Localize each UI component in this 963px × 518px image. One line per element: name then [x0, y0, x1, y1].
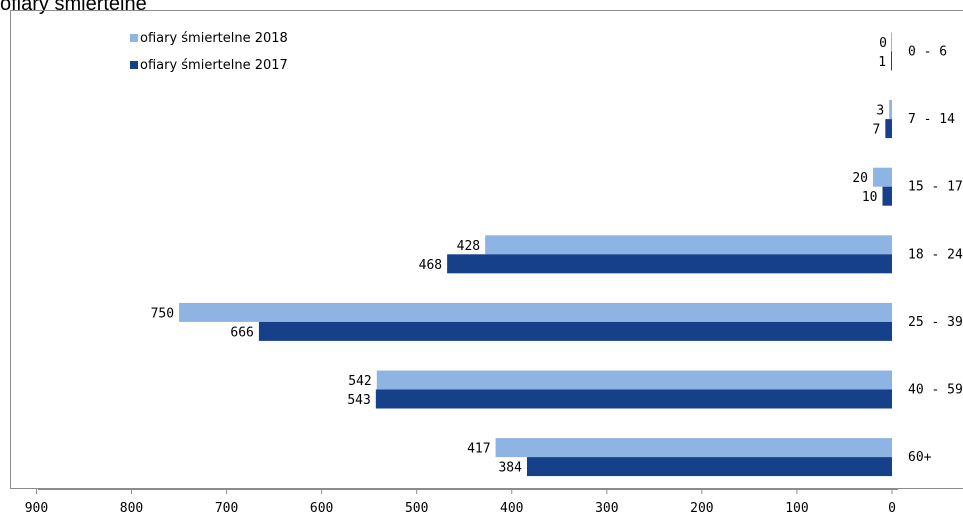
data-label: 417 [467, 442, 490, 457]
category-labels: 0 - 6 7 - 14 15 - 17 18 - 24 25 - 39 40 - 59 6… [908, 45, 963, 466]
category-label: 7 - 14 [908, 112, 955, 127]
plot-frame [10, 10, 963, 489]
bar [882, 186, 892, 206]
data-label: 750 [151, 306, 174, 321]
x-tick-label: 900 [25, 501, 48, 516]
x-tick-label: 600 [310, 501, 333, 516]
data-label: 543 [347, 393, 370, 408]
category-label: 25 - 39 [908, 315, 963, 330]
data-label: 20 [852, 171, 868, 186]
data-label: 468 [419, 258, 442, 273]
category-label: 15 - 17 [908, 180, 963, 195]
data-label: 384 [498, 461, 522, 476]
x-tick-label: 0 [888, 501, 896, 516]
x-tick-label: 500 [405, 501, 428, 516]
category-label: 18 - 24 [908, 247, 963, 262]
x-tick-label: 200 [690, 501, 713, 516]
data-label: 542 [348, 374, 371, 389]
bar [495, 438, 892, 458]
bar [447, 254, 892, 274]
bar [485, 235, 892, 255]
x-tick-label: 400 [500, 501, 523, 516]
bar [376, 370, 893, 390]
data-label: 3 [876, 104, 884, 119]
category-label: 60+ [908, 450, 932, 465]
legend-swatch [130, 61, 138, 69]
bars [179, 32, 893, 477]
data-label: 666 [230, 325, 253, 340]
bar [889, 100, 892, 120]
x-tick-label: 100 [785, 501, 808, 516]
legend-label: ofiary śmiertelne 2017 [140, 58, 288, 73]
legend: ofiary śmiertelne 2018 ofiary śmiertelne … [130, 31, 288, 73]
bar [891, 51, 892, 71]
bar [885, 119, 892, 139]
bar [258, 321, 892, 341]
bar [179, 302, 893, 322]
legend-swatch [130, 34, 138, 42]
legend-label: ofiary śmiertelne 2018 [140, 31, 288, 46]
data-label: 1 [878, 55, 886, 70]
x-axis: 900 800 700 600 500 400 300 200 100 0 [25, 489, 898, 516]
plot-border [10, 10, 963, 489]
x-tick-label: 800 [120, 501, 143, 516]
x-tick-label: 300 [595, 501, 618, 516]
data-label: 7 [873, 123, 881, 138]
data-labels: 0 1 3 7 20 10 428 468 750 666 542 543 417 384 [151, 36, 887, 476]
chart-title: ofiary śmiertelne [0, 0, 147, 15]
data-label: 10 [862, 190, 878, 205]
bar [375, 389, 892, 409]
data-label: 428 [457, 239, 480, 254]
bar [891, 32, 892, 52]
x-tick-label: 700 [215, 501, 238, 516]
bar [872, 167, 892, 187]
category-label: 0 - 6 [908, 45, 947, 60]
bar [526, 457, 892, 477]
category-label: 40 - 59 [908, 383, 963, 398]
data-label: 0 [879, 36, 887, 51]
